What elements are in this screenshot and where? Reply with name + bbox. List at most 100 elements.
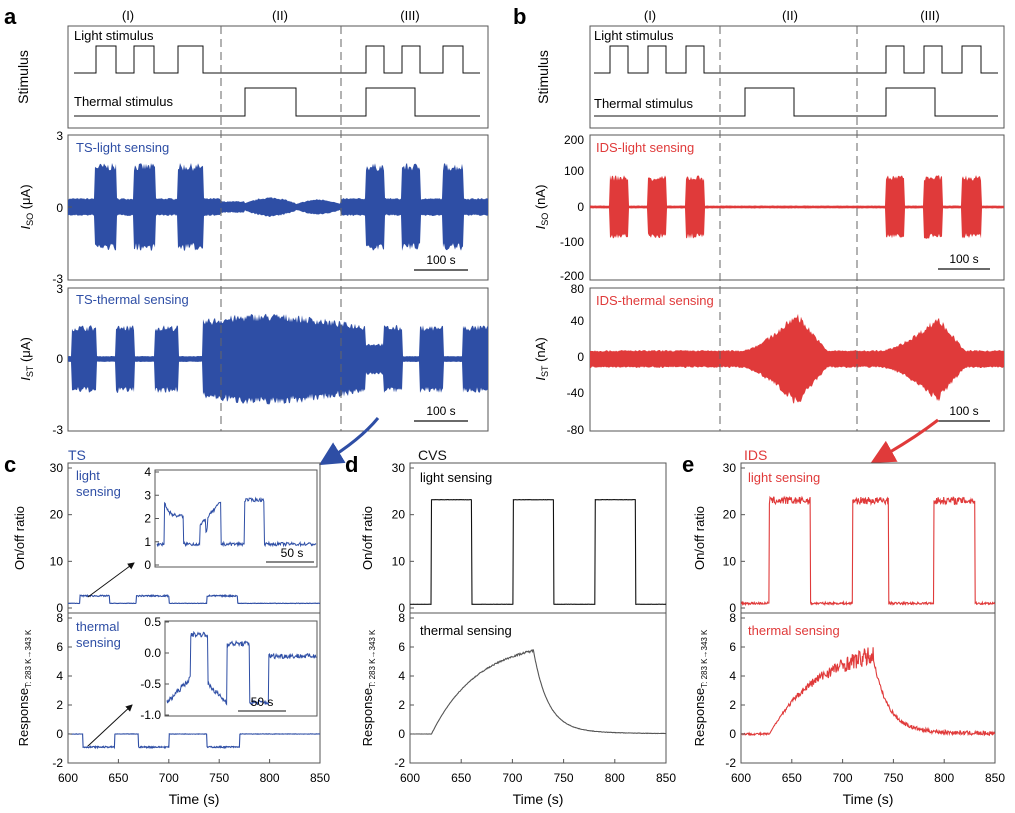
device-label-e: IDS: [744, 447, 767, 463]
stimulus-frame-a: [67, 25, 489, 129]
region-label-b1: (I): [644, 8, 656, 23]
trace-e-thermal: [740, 647, 996, 737]
ytick-top-c: 0: [56, 601, 63, 615]
xtick-d: 800: [605, 771, 625, 785]
ytick-bottom-d: 6: [398, 640, 405, 654]
ytick-bottom-d: 4: [398, 669, 405, 683]
ylabel-b-light: ISO (nA): [533, 185, 550, 230]
xlabel-c: Time (s): [169, 791, 220, 807]
ytick-b-light-2: 100: [564, 164, 584, 178]
stimulus-axis-label-a: Stimulus: [15, 50, 31, 104]
ytick-bottom-c: 4: [56, 669, 63, 683]
ylabel-c-top: On/off ratio: [12, 506, 27, 570]
xtick-c: 600: [58, 771, 78, 785]
ytick-bottom-c: 2: [56, 698, 63, 712]
ytick-b-thermal-1: 80: [571, 282, 585, 296]
ytick-top-c: 30: [50, 461, 64, 475]
ytick-top-d: 20: [392, 508, 406, 522]
stimulus-axis-label-b: Stimulus: [535, 50, 551, 104]
thermal-stimulus-trace-a: [74, 87, 480, 117]
inset-ytick-c-top: 4: [144, 465, 151, 479]
xtick-d: 750: [554, 771, 574, 785]
ytick-top-c: 10: [50, 554, 64, 568]
ytick-a-light-mid: 0: [56, 201, 63, 215]
panel-label-e: e: [682, 452, 694, 477]
trace-e-light: [740, 495, 996, 607]
label-c-thermal-2: sensing: [76, 635, 121, 650]
region-label-b3: (III): [920, 8, 940, 23]
inset-pointer-c-bottom: [87, 704, 133, 747]
ytick-top-d: 0: [398, 601, 405, 615]
plot-frame-e-top: [740, 462, 996, 614]
ytick-a-thermal-bot: -3: [52, 423, 63, 437]
label-c-light-2: sensing: [76, 484, 121, 499]
inset-ytick-c-bottom: -1.0: [140, 708, 161, 722]
panel-d: CVS light sensing thermal sensing 600 650…: [360, 447, 676, 807]
panel-e: IDS light sensing thermal sensing 600 650…: [692, 447, 1005, 807]
connector-arrow-ts: [318, 417, 380, 466]
scale-label-a-thermal: 100 s: [426, 404, 455, 418]
signal-trace-a-light: [68, 163, 488, 251]
label-e-light: light sensing: [748, 470, 820, 485]
xtick-c: 800: [260, 771, 280, 785]
signal-trace-a-thermal: [68, 313, 488, 405]
plot-frame-d-bottom: [409, 612, 667, 764]
scale-label-a-light: 100 s: [426, 253, 455, 267]
ytick-top-d: 10: [392, 554, 406, 568]
xlabel-d: Time (s): [513, 791, 564, 807]
scale-label-b-light: 100 s: [949, 252, 978, 266]
xtick-d: 850: [656, 771, 676, 785]
label-c-thermal-1: thermal: [76, 619, 119, 634]
xtick-c: 750: [209, 771, 229, 785]
inset-trace-c-light: [156, 496, 317, 548]
region-label-a2: (II): [272, 8, 288, 23]
ytick-a-light-bot: -3: [52, 272, 63, 286]
xtick-e: 850: [985, 771, 1005, 785]
ytick-b-thermal-2: 40: [571, 314, 585, 328]
ylabel-a-light: ISO (μA): [18, 184, 35, 229]
trace-d-light: [410, 498, 667, 605]
xtick-d: 700: [502, 771, 522, 785]
ytick-bottom-d: 8: [398, 611, 405, 625]
inset-scale-label-c-bottom: 50 s: [251, 695, 274, 709]
inset-ytick-c-top: 0: [144, 558, 151, 572]
ytick-b-thermal-4: -40: [567, 386, 585, 400]
ytick-b-light-1: 200: [564, 133, 584, 147]
ytick-top-e: 10: [723, 554, 737, 568]
xtick-c: 700: [159, 771, 179, 785]
light-stimulus-trace-b: [594, 45, 998, 74]
ytick-a-light-top: 3: [56, 129, 63, 143]
inset-ytick-c-bottom: 0.0: [144, 646, 161, 660]
xtick-e: 700: [833, 771, 853, 785]
ytick-top-e: 30: [723, 461, 737, 475]
ylabel-e-top: On/off ratio: [692, 506, 707, 570]
ylabel-c-bottom: ResponseT: 283 K→343 K: [16, 629, 33, 746]
inset-frame-c-bottom: [164, 620, 318, 717]
plot-frame-e-bottom: [740, 612, 996, 764]
device-label-d: CVS: [418, 447, 447, 463]
trace-c-light: [68, 593, 320, 605]
scale-label-b-thermal: 100 s: [949, 404, 978, 418]
xtick-e: 750: [883, 771, 903, 785]
region-label-a3: (III): [400, 8, 420, 23]
ytick-bottom-e: 6: [729, 640, 736, 654]
label-d-light: light sensing: [420, 470, 492, 485]
plot-frame-d-top: [409, 462, 667, 614]
ytick-bottom-e: 0: [729, 727, 736, 741]
inset-ytick-c-top: 1: [144, 535, 151, 549]
inset-scale-label-c-top: 50 s: [281, 546, 304, 560]
stimulus-frame-b: [589, 25, 1005, 129]
xtick-e: 650: [782, 771, 802, 785]
inset-frame-c-top: [154, 469, 318, 568]
ytick-bottom-e: 8: [729, 611, 736, 625]
ytick-b-light-3: 0: [577, 200, 584, 214]
ylabel-d-top: On/off ratio: [360, 506, 375, 570]
trace-c-thermal: [67, 733, 321, 750]
xtick-c: 650: [108, 771, 128, 785]
ytick-top-e: 20: [723, 508, 737, 522]
label-e-thermal: thermal sensing: [748, 623, 840, 638]
region-label-b2: (II): [782, 8, 798, 23]
device-label-c: TS: [68, 447, 86, 463]
signal-trace-b-light: [590, 175, 1004, 239]
